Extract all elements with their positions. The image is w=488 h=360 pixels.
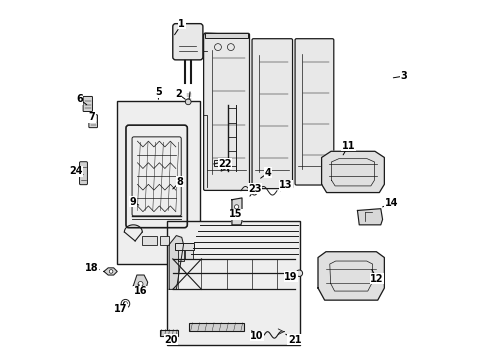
Text: 12: 12 bbox=[370, 270, 383, 284]
Text: 17: 17 bbox=[114, 302, 127, 314]
Circle shape bbox=[234, 205, 238, 209]
FancyBboxPatch shape bbox=[203, 33, 249, 190]
Text: 14: 14 bbox=[382, 198, 397, 208]
Text: 7: 7 bbox=[88, 112, 96, 123]
Bar bbox=[178, 250, 183, 261]
Polygon shape bbox=[231, 198, 242, 225]
Polygon shape bbox=[317, 252, 384, 300]
Text: 8: 8 bbox=[172, 177, 183, 189]
Bar bbox=[117, 101, 199, 264]
Polygon shape bbox=[169, 235, 183, 289]
Text: 19: 19 bbox=[284, 271, 297, 282]
Text: 21: 21 bbox=[285, 334, 301, 345]
Polygon shape bbox=[133, 275, 147, 293]
Text: 1: 1 bbox=[174, 19, 185, 35]
Text: 22: 22 bbox=[218, 159, 231, 171]
Text: 3: 3 bbox=[392, 71, 407, 81]
Text: 20: 20 bbox=[164, 334, 178, 345]
Text: 2: 2 bbox=[174, 89, 185, 99]
Text: 24: 24 bbox=[69, 166, 83, 176]
Bar bbox=[142, 235, 156, 244]
FancyBboxPatch shape bbox=[89, 115, 97, 128]
Circle shape bbox=[296, 270, 302, 276]
Text: 13: 13 bbox=[279, 180, 292, 191]
Bar bbox=[160, 329, 178, 336]
Text: 6: 6 bbox=[76, 94, 86, 105]
Text: 9: 9 bbox=[130, 197, 139, 207]
Polygon shape bbox=[104, 268, 117, 275]
Text: 10: 10 bbox=[250, 330, 263, 341]
Bar bbox=[204, 33, 247, 39]
FancyBboxPatch shape bbox=[251, 39, 292, 189]
Text: 4: 4 bbox=[260, 168, 271, 178]
Text: 15: 15 bbox=[228, 209, 242, 220]
Bar bbox=[185, 250, 192, 259]
Text: 16: 16 bbox=[134, 284, 147, 296]
Circle shape bbox=[138, 282, 142, 287]
Circle shape bbox=[185, 99, 191, 105]
Polygon shape bbox=[321, 151, 384, 193]
Text: 18: 18 bbox=[85, 263, 99, 273]
Circle shape bbox=[109, 270, 113, 273]
FancyBboxPatch shape bbox=[80, 162, 87, 185]
Text: 23: 23 bbox=[248, 184, 262, 196]
Bar bbox=[167, 221, 300, 345]
Bar bbox=[174, 243, 194, 250]
Polygon shape bbox=[357, 209, 382, 225]
FancyBboxPatch shape bbox=[83, 96, 92, 112]
Text: 11: 11 bbox=[341, 141, 354, 155]
Bar bbox=[160, 235, 169, 244]
FancyBboxPatch shape bbox=[172, 24, 203, 60]
Text: 5: 5 bbox=[155, 87, 162, 99]
Bar bbox=[188, 323, 244, 330]
Circle shape bbox=[234, 214, 238, 218]
FancyBboxPatch shape bbox=[294, 39, 333, 185]
Bar bbox=[214, 160, 223, 166]
